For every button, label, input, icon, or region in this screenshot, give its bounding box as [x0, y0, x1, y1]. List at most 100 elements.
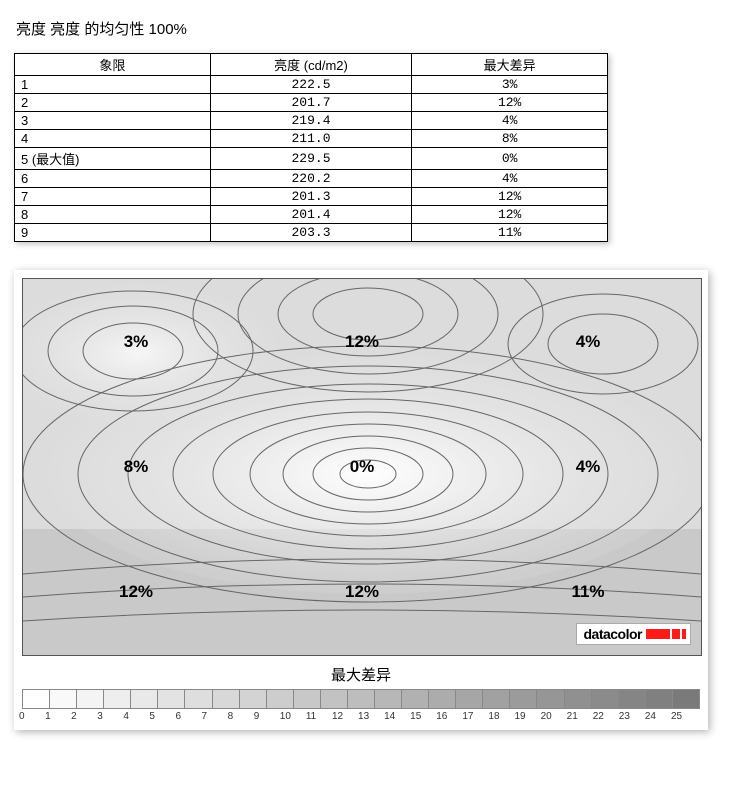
legend-segment — [564, 690, 591, 708]
cell-percent-label: 12% — [345, 582, 379, 602]
legend-segment — [22, 690, 49, 708]
cell-maxdiff: 0% — [412, 148, 608, 170]
page-title: 亮度 亮度 的均匀性 100% — [16, 18, 716, 39]
cell-quadrant: 3 — [15, 112, 211, 130]
legend-segment — [455, 690, 482, 708]
col-header-maxdiff: 最大差异 — [412, 54, 608, 76]
table-row: 8201.412% — [15, 206, 608, 224]
legend-tick: 10 — [280, 711, 306, 722]
legend-segment — [266, 690, 293, 708]
legend-segment — [591, 690, 618, 708]
cell-percent-label: 8% — [124, 457, 149, 477]
legend-tick: 7 — [202, 711, 228, 722]
uniformity-chart: datacolor 3%12%4%8%0%4%12%12%11% 最大差异 01… — [14, 270, 708, 730]
datacolor-logo: datacolor — [576, 623, 691, 645]
table-row: 7201.312% — [15, 188, 608, 206]
legend-tick: 20 — [541, 711, 567, 722]
table-row: 9203.311% — [15, 224, 608, 242]
legend-segment — [509, 690, 536, 708]
legend-tick: 16 — [436, 711, 462, 722]
luminance-table-container: 象限 亮度 (cd/m2) 最大差异 1222.53%2201.712%3219… — [14, 53, 608, 242]
legend-tick: 4 — [123, 711, 149, 722]
legend-segment — [239, 690, 266, 708]
cell-luminance: 201.4 — [210, 206, 412, 224]
table-row: 5 (最大值)229.50% — [15, 148, 608, 170]
legend-segment — [320, 690, 347, 708]
cell-quadrant: 9 — [15, 224, 211, 242]
legend-title: 最大差异 — [22, 664, 700, 685]
cell-maxdiff: 12% — [412, 94, 608, 112]
legend-tick: 0 — [19, 711, 45, 722]
col-header-quadrant: 象限 — [15, 54, 211, 76]
legend-segment — [618, 690, 645, 708]
cell-luminance: 201.7 — [210, 94, 412, 112]
legend-tick: 23 — [619, 711, 645, 722]
cell-maxdiff: 8% — [412, 130, 608, 148]
legend-tick: 3 — [97, 711, 123, 722]
cell-percent-label: 12% — [345, 332, 379, 352]
legend-tick: 13 — [358, 711, 384, 722]
cell-maxdiff: 4% — [412, 170, 608, 188]
legend-tick: 6 — [175, 711, 201, 722]
cell-percent-label: 0% — [350, 457, 375, 477]
table-row: 6220.24% — [15, 170, 608, 188]
legend-segment — [536, 690, 563, 708]
luminance-table: 象限 亮度 (cd/m2) 最大差异 1222.53%2201.712%3219… — [14, 53, 608, 242]
legend-segment — [347, 690, 374, 708]
cell-percent-label: 4% — [576, 332, 601, 352]
legend-ticks: 0123456789101112131415161718192021222324… — [22, 711, 700, 722]
legend-segment — [672, 690, 700, 708]
cell-quadrant: 6 — [15, 170, 211, 188]
table-row: 3219.44% — [15, 112, 608, 130]
legend-tick: 11 — [306, 711, 332, 722]
legend-tick: 9 — [254, 711, 280, 722]
cell-quadrant: 2 — [15, 94, 211, 112]
legend-tick: 18 — [488, 711, 514, 722]
legend-segment — [212, 690, 239, 708]
cell-percent-label: 11% — [571, 582, 604, 602]
legend-segment — [374, 690, 401, 708]
legend-tick: 12 — [332, 711, 358, 722]
logo-bars-icon — [646, 629, 686, 639]
cell-luminance: 203.3 — [210, 224, 412, 242]
cell-quadrant: 1 — [15, 76, 211, 94]
cell-maxdiff: 12% — [412, 188, 608, 206]
cell-percent-label: 12% — [119, 582, 153, 602]
legend-tick: 19 — [514, 711, 540, 722]
legend-tick: 22 — [593, 711, 619, 722]
legend-tick: 5 — [149, 711, 175, 722]
cell-quadrant: 8 — [15, 206, 211, 224]
cell-luminance: 211.0 — [210, 130, 412, 148]
legend-tick: 14 — [384, 711, 410, 722]
cell-quadrant: 5 (最大值) — [15, 148, 211, 170]
legend-segment — [130, 690, 157, 708]
legend-tick: 21 — [567, 711, 593, 722]
contour-plot: datacolor 3%12%4%8%0%4%12%12%11% — [22, 278, 702, 656]
legend-segment — [76, 690, 103, 708]
logo-text: datacolor — [583, 626, 642, 642]
legend-tick: 8 — [228, 711, 254, 722]
legend-segment — [645, 690, 672, 708]
legend-segment — [428, 690, 455, 708]
cell-maxdiff: 4% — [412, 112, 608, 130]
legend-segment — [49, 690, 76, 708]
legend-segment — [157, 690, 184, 708]
cell-luminance: 222.5 — [210, 76, 412, 94]
cell-quadrant: 4 — [15, 130, 211, 148]
cell-percent-label: 4% — [576, 457, 601, 477]
cell-luminance: 201.3 — [210, 188, 412, 206]
cell-luminance: 219.4 — [210, 112, 412, 130]
cell-maxdiff: 12% — [412, 206, 608, 224]
cell-quadrant: 7 — [15, 188, 211, 206]
legend-tick: 17 — [462, 711, 488, 722]
table-row: 4211.08% — [15, 130, 608, 148]
legend-segment — [103, 690, 130, 708]
legend-segment — [401, 690, 428, 708]
legend-tick: 15 — [410, 711, 436, 722]
legend-tick: 1 — [45, 711, 71, 722]
legend-gradient — [22, 689, 700, 709]
legend-tick: 2 — [71, 711, 97, 722]
cell-luminance: 220.2 — [210, 170, 412, 188]
table-row: 1222.53% — [15, 76, 608, 94]
col-header-luminance: 亮度 (cd/m2) — [210, 54, 412, 76]
